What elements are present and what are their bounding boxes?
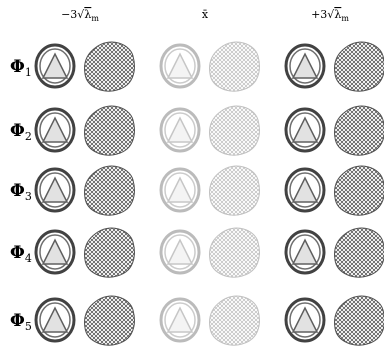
valve-surface — [334, 228, 384, 277]
valve-leaflets — [293, 118, 317, 142]
shape-pair — [161, 296, 259, 345]
shape-pair — [286, 296, 384, 345]
row-label: Φ3 — [10, 181, 32, 203]
valve-leaflets — [43, 54, 67, 78]
shape-pair — [36, 42, 134, 91]
valve-leaflets — [43, 178, 67, 202]
valve-leaflets — [293, 308, 317, 332]
valve-leaflets — [168, 54, 192, 78]
header-symbol: λ — [334, 8, 341, 21]
valve-leaflets — [293, 178, 317, 202]
valve-surface — [334, 106, 384, 155]
shape-pair — [36, 106, 134, 155]
row-label: Φ5 — [10, 311, 32, 333]
valve-surface — [209, 106, 259, 155]
shape-pair — [161, 228, 259, 277]
valve-leaflets — [293, 240, 317, 264]
valve-surface — [209, 42, 259, 91]
header-sub: m — [341, 14, 349, 23]
valve-leaflets — [168, 308, 192, 332]
valve-surface — [334, 42, 384, 91]
valve-surface — [84, 228, 134, 277]
shape-pair — [286, 106, 384, 155]
header-prefix: x̄ — [202, 8, 209, 21]
row-sub: 5 — [25, 320, 32, 333]
shape-pair — [161, 106, 259, 155]
row-label: Φ2 — [10, 121, 32, 143]
valve-surface — [334, 296, 384, 345]
column-header: −3√λm — [61, 8, 99, 23]
row-label: Φ1 — [10, 57, 32, 79]
shape-pair — [161, 166, 259, 215]
header-prefix: +3√ — [311, 8, 335, 21]
row-label: Φ4 — [10, 243, 32, 265]
valve-surface — [84, 106, 134, 155]
valve-leaflets — [43, 240, 67, 264]
valve-leaflets — [168, 118, 192, 142]
header-prefix: −3√ — [61, 8, 85, 21]
shape-pair — [36, 166, 134, 215]
shape-pair — [286, 42, 384, 91]
row-sub: 4 — [25, 252, 32, 265]
valve-leaflets — [168, 178, 192, 202]
row-symbol: Φ — [10, 57, 25, 77]
row-symbol: Φ — [10, 181, 25, 201]
row-sub: 1 — [25, 66, 32, 79]
shape-pair — [36, 296, 134, 345]
valve-leaflets — [168, 240, 192, 264]
row-sub: 3 — [25, 190, 32, 203]
shape-pair — [36, 228, 134, 277]
shape-pair — [161, 42, 259, 91]
valve-surface — [84, 166, 134, 215]
valve-leaflets — [43, 308, 67, 332]
row-sub: 2 — [25, 130, 32, 143]
row-symbol: Φ — [10, 243, 25, 263]
valve-surface — [209, 166, 259, 215]
valve-surface — [84, 296, 134, 345]
valve-leaflets — [293, 54, 317, 78]
shape-pair — [286, 228, 384, 277]
row-symbol: Φ — [10, 311, 25, 331]
valve-surface — [209, 296, 259, 345]
column-header: +3√λm — [311, 8, 349, 23]
valve-surface — [209, 228, 259, 277]
header-sub: m — [91, 14, 99, 23]
valve-surface — [334, 166, 384, 215]
header-symbol: λ — [84, 8, 91, 21]
column-header: x̄ — [202, 8, 209, 21]
valve-surface — [84, 42, 134, 91]
figure: −3√λmx̄+3√λmΦ1Φ2Φ3Φ4Φ5 — [0, 0, 384, 347]
valve-leaflets — [43, 118, 67, 142]
shape-pair — [286, 166, 384, 215]
row-symbol: Φ — [10, 121, 25, 141]
